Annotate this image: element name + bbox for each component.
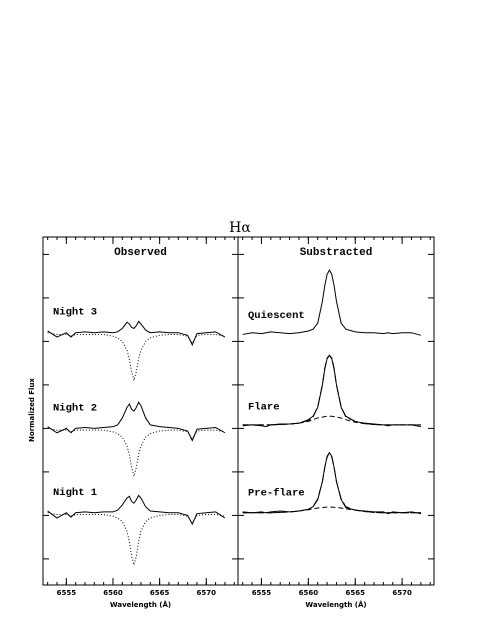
spectrum-line: [242, 451, 421, 515]
x-tick-label: 6570: [392, 589, 412, 597]
x-tick-label: 6565: [345, 589, 365, 597]
x-axis-label: Wavelength (Å): [305, 600, 366, 609]
y-axis-label: Normalized Flux: [28, 378, 36, 442]
series-label: Night 3: [53, 307, 97, 319]
x-tick-label: 6570: [197, 589, 217, 597]
spectrum-line: [242, 451, 421, 514]
spectrum-line: [47, 332, 226, 383]
spectrum-line: [47, 320, 226, 347]
spectrum-line: [47, 512, 226, 567]
series-label: Night 2: [53, 402, 97, 414]
series-label: Quiescent: [248, 310, 305, 322]
spectrum-line: [242, 269, 422, 336]
figure-title: Hα: [229, 220, 251, 236]
spectrum-line: [47, 494, 226, 526]
panel-title: Substracted: [300, 247, 373, 259]
series-label: Pre-flare: [248, 488, 305, 500]
series-label: Flare: [248, 402, 280, 414]
x-tick-label: 6555: [57, 589, 77, 597]
x-tick-label: 6560: [103, 589, 123, 597]
x-tick-label: 6565: [150, 589, 170, 597]
spectrum-line: [242, 506, 421, 514]
spectrum-line: [242, 415, 421, 426]
panel-title: Observed: [114, 247, 167, 259]
spectrum-line: [47, 427, 226, 479]
spectrum-line: [47, 401, 226, 442]
series-label: Night 1: [53, 487, 97, 499]
x-tick-label: 6555: [252, 589, 272, 597]
spectrum-line: [242, 354, 421, 426]
x-tick-label: 6560: [299, 589, 319, 597]
x-axis-label: Wavelength (Å): [110, 600, 171, 609]
